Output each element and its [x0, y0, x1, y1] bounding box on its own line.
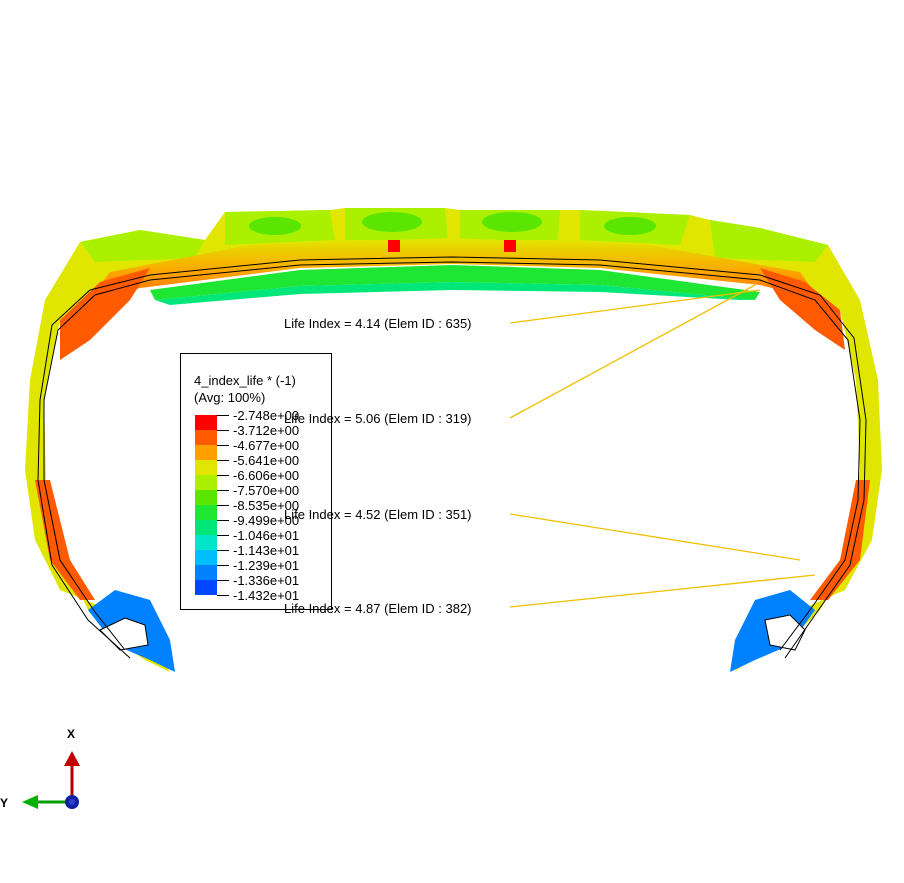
tire-section	[25, 208, 882, 672]
z-axis-dot-inner	[69, 799, 75, 805]
belt-hotspot	[388, 240, 400, 252]
legend-entry: -9.499e+00	[195, 513, 329, 535]
legend-entry: -1.432e+01	[195, 588, 329, 603]
legend-value: -6.606e+00	[233, 468, 300, 483]
legend-color-swatch	[195, 460, 217, 475]
legend-value: -1.046e+01	[233, 528, 300, 543]
belt-hotspot	[504, 240, 516, 252]
left-shoulder-region	[60, 268, 150, 360]
legend-color-swatch	[195, 490, 217, 505]
coordinate-triad	[22, 751, 80, 809]
legend-color-swatch	[195, 475, 217, 490]
tread-block	[710, 220, 828, 262]
legend-entry: -3.712e+00	[195, 423, 329, 445]
legend-entry: -7.570e+00	[195, 483, 329, 505]
legend-entry: -1.239e+01	[195, 558, 329, 580]
callout-elem-319: Life Index = 5.06 (Elem ID : 319)	[284, 411, 472, 426]
carcass-ply-line	[37, 256, 867, 659]
legend-value: -4.677e+00	[233, 438, 300, 453]
legend-title: 4_index_life * (-1)	[194, 373, 296, 388]
legend-color-swatch	[195, 445, 217, 460]
legend-subtitle: (Avg: 100%)	[194, 390, 266, 405]
leader-lines	[509, 284, 816, 608]
y-axis-arrowhead	[22, 795, 38, 809]
tread-hotspot-green	[482, 212, 542, 232]
legend-entry: -6.606e+00	[195, 468, 329, 490]
legend-tick	[217, 490, 229, 491]
x-axis-arrowhead	[64, 751, 80, 766]
inner-liner-band	[155, 282, 755, 305]
legend-color-swatch	[195, 580, 217, 595]
legend-tick	[217, 520, 229, 521]
legend-color-swatch	[195, 430, 217, 445]
right-bead-core	[764, 614, 806, 651]
legend-tick	[217, 505, 229, 506]
legend-tick	[217, 535, 229, 536]
legend-tick	[217, 595, 229, 596]
legend-color-swatch	[195, 505, 217, 520]
callout-elem-351: Life Index = 4.52 (Elem ID : 351)	[284, 507, 472, 522]
belt-band	[85, 238, 820, 305]
legend-tick	[217, 475, 229, 476]
carcass-ply-line	[43, 261, 861, 651]
legend-entry: -2.748e+00	[195, 408, 329, 430]
legend-value: -1.336e+01	[233, 573, 300, 588]
tread-block	[80, 230, 205, 262]
tread-hotspot-green	[604, 217, 656, 235]
callout-elem-382: Life Index = 4.87 (Elem ID : 382)	[284, 601, 472, 616]
legend-entry: -5.641e+00	[195, 453, 329, 475]
legend-color-swatch	[195, 565, 217, 580]
leader-line-351	[509, 513, 801, 561]
legend-tick	[217, 415, 229, 416]
legend-entry: -1.143e+01	[195, 543, 329, 565]
legend-tick	[217, 550, 229, 551]
legend-value: -2.748e+00	[233, 408, 300, 423]
legend-value: -9.499e+00	[233, 513, 300, 528]
x-axis-label: X	[67, 727, 76, 741]
legend-entry: -4.677e+00	[195, 438, 329, 460]
leader-line-319	[509, 284, 756, 419]
legend-color-swatch	[195, 415, 217, 430]
legend-color-swatch	[195, 535, 217, 550]
inner-liner-band	[150, 265, 760, 300]
legend-tick	[217, 565, 229, 566]
legend-tick	[217, 460, 229, 461]
legend-value: -1.432e+01	[233, 588, 300, 603]
leader-line-382	[509, 574, 816, 608]
contour-legend: 4_index_life * (-1) (Avg: 100%) -2.748e+…	[180, 353, 332, 610]
tread-hotspot-green	[362, 212, 422, 232]
right-lower-sidewall	[810, 480, 870, 600]
legend-value: -7.570e+00	[233, 483, 300, 498]
legend-tick	[217, 580, 229, 581]
legend-value: -1.239e+01	[233, 558, 300, 573]
leader-line-635	[509, 289, 761, 324]
legend-entry: -1.336e+01	[195, 573, 329, 595]
callout-elem-635: Life Index = 4.14 (Elem ID : 635)	[284, 316, 472, 331]
legend-value: -8.535e+00	[233, 498, 300, 513]
legend-entry: -1.046e+01	[195, 528, 329, 550]
legend-entry: -8.535e+00	[195, 498, 329, 520]
legend-value: -1.143e+01	[233, 543, 300, 558]
right-shoulder-region	[760, 268, 845, 350]
legend-color-swatch	[195, 520, 217, 535]
legend-color-swatch	[195, 550, 217, 565]
legend-tick	[217, 430, 229, 431]
legend-value: -3.712e+00	[233, 423, 300, 438]
tread-hotspot-green	[249, 217, 301, 235]
y-axis-label: Y	[0, 796, 9, 810]
legend-tick	[217, 445, 229, 446]
legend-value: -5.641e+00	[233, 453, 300, 468]
